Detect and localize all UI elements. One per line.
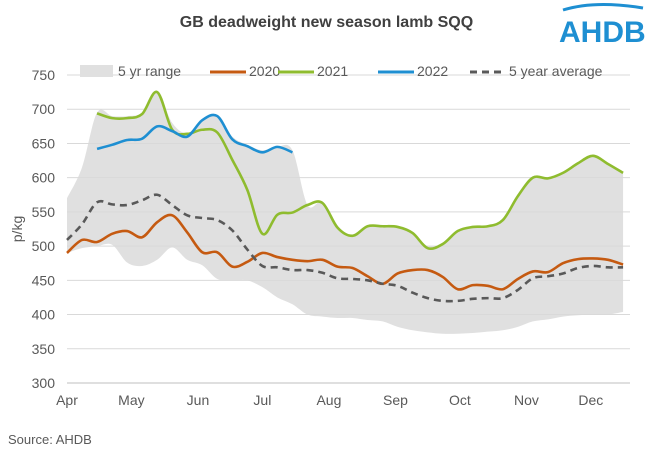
series-line-2021: [96, 90, 624, 250]
ahdb-logo: AHDB: [559, 2, 646, 48]
y-tick-label: 400: [32, 307, 56, 323]
y-axis-label: p/kg: [9, 216, 25, 242]
y-tick-label: 300: [32, 375, 56, 391]
x-tick-label: May: [118, 392, 144, 408]
logo-swoosh: [562, 2, 644, 12]
series-line-2022: [96, 113, 293, 154]
legend-label: 5 yr range: [118, 63, 181, 79]
source-note: Source: AHDB: [8, 432, 92, 447]
svg-text:AHDB: AHDB: [559, 16, 646, 48]
series-line-5-year-average: [66, 193, 624, 303]
x-tick-label: Jun: [187, 392, 210, 408]
legend: 5 yr range 2020 2021 2022 5 year average: [80, 63, 603, 79]
y-tick-label: 350: [32, 341, 56, 357]
series-line-2020: [66, 213, 624, 291]
x-tick-label: Apr: [56, 392, 78, 408]
x-tick-label: Jul: [253, 392, 271, 408]
y-tick-label: 500: [32, 238, 56, 254]
legend-label: 2021: [317, 63, 348, 79]
y-tick-label: 750: [32, 67, 56, 83]
y-tick-label: 550: [32, 204, 56, 220]
y-tick-label: 450: [32, 272, 56, 288]
x-tick-label: Oct: [449, 392, 471, 408]
legend-label: 5 year average: [509, 63, 603, 79]
chart-title: GB deadweight new season lamb SQQ: [179, 14, 474, 31]
legend-label: 2020: [249, 63, 280, 79]
x-tick-label: Aug: [316, 392, 341, 408]
chart-plot: 300 350 400 450 500 550 600 650 700 750 Apr May Jun J…: [9, 63, 630, 408]
x-tick-label: Sep: [383, 392, 408, 408]
x-tick-label: Dec: [578, 392, 603, 408]
legend-label: 2022: [417, 63, 448, 79]
y-tick-label: 700: [32, 101, 56, 117]
legend-swatch-range: [80, 65, 113, 77]
y-tick-label: 600: [32, 170, 56, 186]
x-tick-label: Nov: [514, 392, 539, 408]
y-tick-label: 650: [32, 135, 56, 151]
range-area: [67, 91, 624, 334]
